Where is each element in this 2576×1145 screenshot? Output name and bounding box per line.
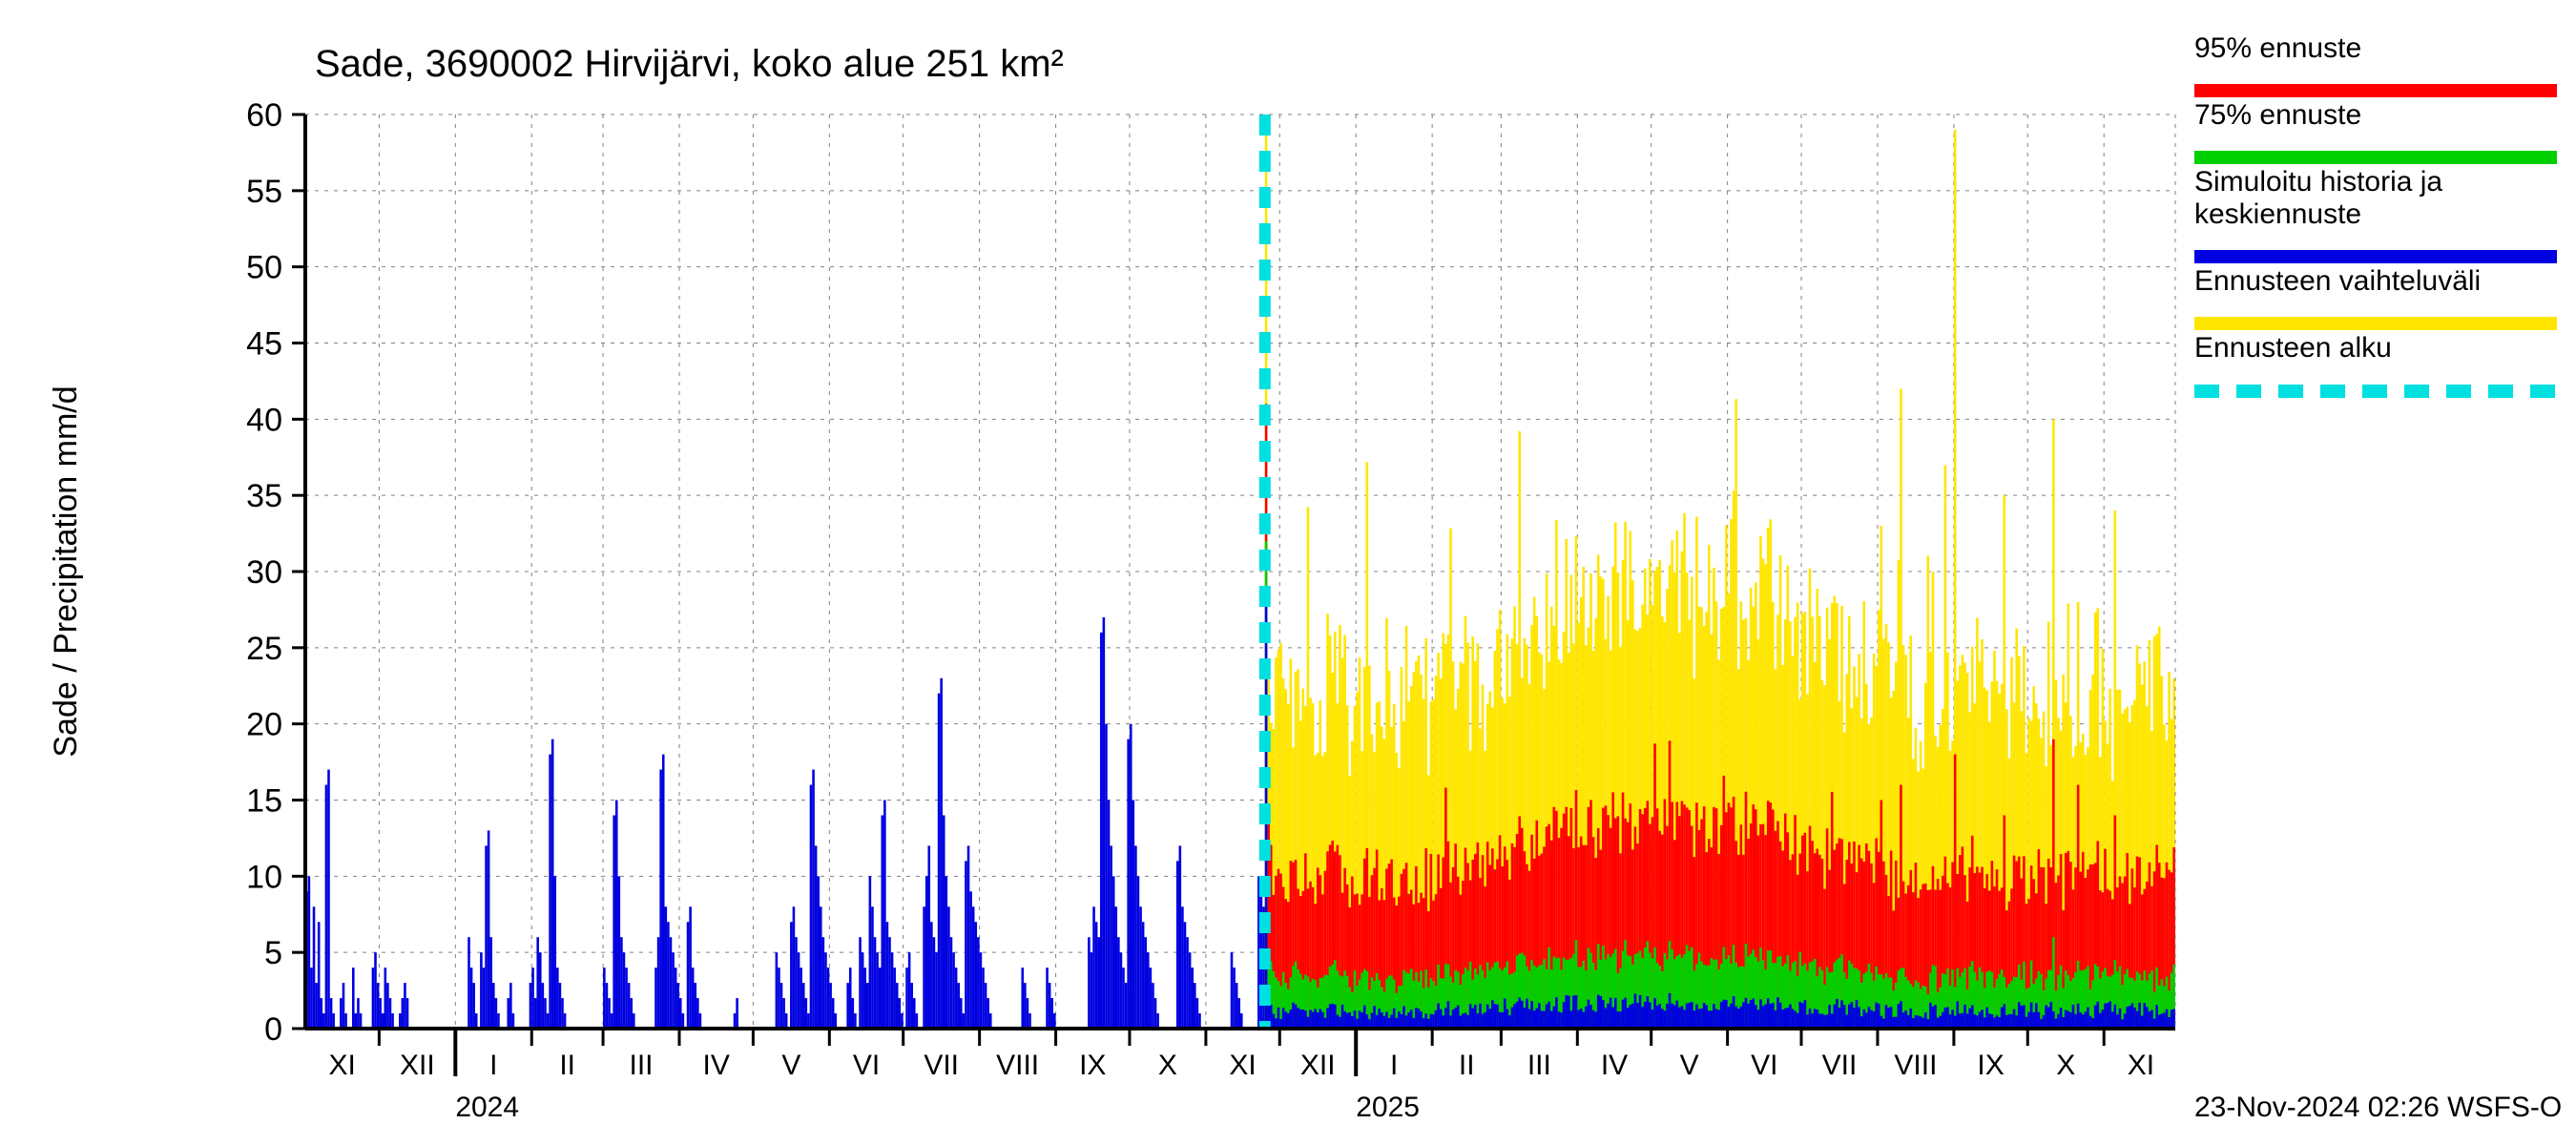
chart-title: Sade, 3690002 Hirvijärvi, koko alue 251 …: [315, 43, 1064, 85]
month-label: XI: [1229, 1050, 1256, 1081]
ytick-label: 25: [246, 631, 282, 667]
ytick-label: 60: [246, 97, 282, 134]
legend-label: 75% ennuste: [2194, 99, 2361, 131]
month-label: VI: [1751, 1050, 1777, 1081]
month-label: VIII: [996, 1050, 1039, 1081]
ytick-label: 35: [246, 478, 282, 514]
legend-swatch: [2194, 84, 2557, 97]
year-label: 2024: [455, 1092, 519, 1123]
year-label: 2025: [1356, 1092, 1420, 1123]
legend-swatch: [2194, 151, 2557, 164]
month-label: IX: [1079, 1050, 1106, 1081]
month-label: IV: [703, 1050, 730, 1081]
month-label: XI: [2128, 1050, 2154, 1081]
month-label: XII: [1300, 1050, 1336, 1081]
month-label: XII: [400, 1050, 435, 1081]
legend-label: Simuloitu historia ja: [2194, 166, 2442, 198]
month-label: IX: [1977, 1050, 2004, 1081]
month-label: II: [1459, 1050, 1475, 1081]
chart-svg: 051015202530354045505560XIXIII2024IIIIII…: [0, 0, 2576, 1145]
ytick-label: 40: [246, 402, 282, 438]
legend-label: Ennusteen vaihteluväli: [2194, 265, 2481, 297]
month-label: X: [2056, 1050, 2075, 1081]
month-label: VII: [924, 1050, 959, 1081]
ytick-label: 20: [246, 707, 282, 743]
legend-label: 95% ennuste: [2194, 32, 2361, 64]
ytick-label: 50: [246, 250, 282, 286]
month-label: I: [1390, 1050, 1398, 1081]
precipitation-chart: 051015202530354045505560XIXIII2024IIIIII…: [0, 0, 2576, 1145]
month-label: VIII: [1894, 1050, 1937, 1081]
month-label: XI: [329, 1050, 356, 1081]
month-label: VI: [853, 1050, 880, 1081]
month-label: II: [559, 1050, 575, 1081]
month-label: V: [1680, 1050, 1699, 1081]
ytick-label: 30: [246, 554, 282, 591]
month-label: I: [489, 1050, 497, 1081]
month-label: III: [630, 1050, 654, 1081]
month-label: IV: [1601, 1050, 1628, 1081]
ytick-label: 10: [246, 859, 282, 895]
legend-label: keskiennuste: [2194, 198, 2361, 230]
ytick-label: 15: [246, 783, 282, 820]
month-label: III: [1527, 1050, 1551, 1081]
ytick-label: 0: [264, 1011, 282, 1048]
ytick-label: 5: [264, 935, 282, 971]
y-axis-label: Sade / Precipitation mm/d: [48, 385, 84, 757]
month-label: V: [781, 1050, 800, 1081]
ytick-label: 55: [246, 174, 282, 210]
month-label: X: [1158, 1050, 1177, 1081]
ytick-label: 45: [246, 326, 282, 363]
legend-label: Ennusteen alku: [2194, 332, 2392, 364]
legend-swatch: [2194, 250, 2557, 263]
chart-footer: 23-Nov-2024 02:26 WSFS-O: [2194, 1092, 2562, 1123]
legend-swatch: [2194, 317, 2557, 330]
month-label: VII: [1822, 1050, 1858, 1081]
